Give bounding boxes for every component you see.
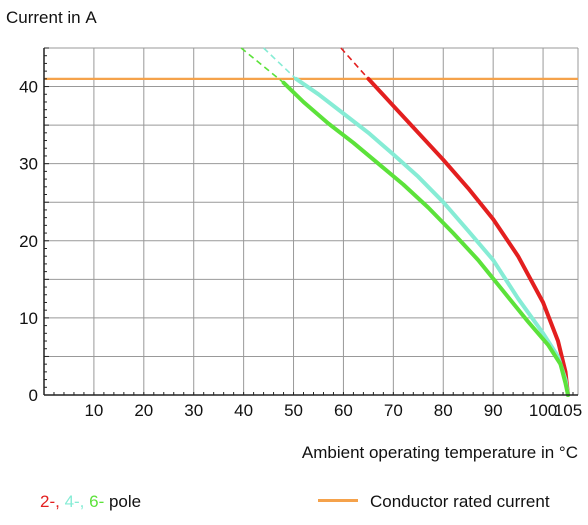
y-tick-label: 0	[29, 386, 38, 405]
series-6--dashed	[240, 47, 285, 84]
series-4--dashed	[263, 47, 297, 80]
legend-rated-current: Conductor rated current	[318, 492, 550, 512]
x-tick-label: 50	[284, 401, 303, 420]
legend-6-pole: 6-	[89, 492, 105, 511]
y-tick-label: 40	[19, 78, 38, 97]
legend-2-pole: 2-,	[40, 492, 65, 511]
x-tick-label: 80	[434, 401, 453, 420]
grid	[44, 47, 579, 395]
y-tick-label: 30	[19, 155, 38, 174]
legend-swatch	[318, 499, 358, 503]
series-2--line	[366, 76, 570, 397]
y-tick-label: 20	[19, 232, 38, 251]
x-tick-label: 30	[184, 401, 203, 420]
x-tick-label: 100	[529, 401, 557, 420]
x-tick-label: 90	[484, 401, 503, 420]
x-tick-label: 70	[384, 401, 403, 420]
x-tick-label: 40	[234, 401, 253, 420]
legend-rated-label: Conductor rated current	[370, 492, 550, 511]
x-tick-label: 10	[84, 401, 103, 420]
curves	[240, 47, 570, 397]
y-tick-label: 10	[19, 309, 38, 328]
series-2--dashed	[340, 47, 369, 80]
axes	[43, 47, 578, 396]
x-axis-title: Ambient operating temperature in °C	[301, 443, 578, 462]
legend-pole: 2-, 4-, 6- pole	[40, 492, 141, 512]
x-tick-label: 20	[134, 401, 153, 420]
x-tick-label: 105	[554, 401, 582, 420]
legend-4-pole: 4-,	[64, 492, 90, 511]
series-6--line	[281, 80, 570, 397]
legend-pole-suffix: pole	[104, 492, 142, 511]
y-axis-title: Current in A	[6, 8, 97, 27]
x-tick-label: 60	[334, 401, 353, 420]
series-4--line	[294, 76, 570, 397]
